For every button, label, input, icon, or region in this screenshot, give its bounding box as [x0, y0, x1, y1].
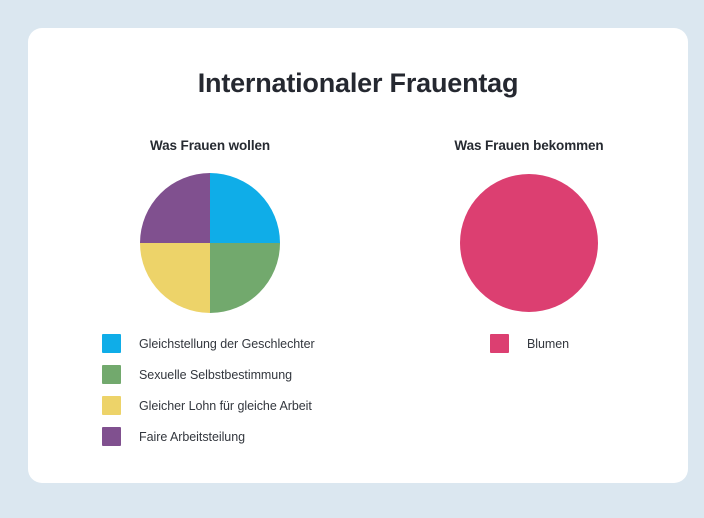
- legend-item-wollen-0[interactable]: Gleichstellung der Geschlechter: [102, 328, 315, 359]
- chart-subtitle-bekommen: Was Frauen bekommen: [454, 138, 604, 153]
- pie-chart-bekommen: [370, 170, 688, 330]
- legend-swatch-icon-wollen-1: [102, 365, 121, 384]
- legend-item-wollen-1[interactable]: Sexuelle Selbstbestimmung: [102, 359, 315, 390]
- legend-label-bekommen-0: Blumen: [527, 336, 570, 351]
- pie-slice-wollen-1: [210, 243, 280, 313]
- content-card: Internationaler Frauentag Was Frauen wol…: [28, 28, 688, 483]
- legend-item-bekommen-0[interactable]: Blumen: [490, 328, 569, 359]
- legend-swatch-icon-bekommen-0: [490, 334, 509, 353]
- legend-swatch-icon-wollen-2: [102, 396, 121, 415]
- legend-label-wollen-3: Faire Arbeitsteilung: [139, 429, 246, 444]
- legend-bekommen: Blumen: [490, 328, 569, 359]
- pie-slice-wollen-2: [140, 243, 210, 313]
- pie-chart-wollen: [50, 170, 370, 330]
- legend-label-wollen-2: Gleicher Lohn für gleiche Arbeit: [139, 398, 312, 413]
- legend-item-wollen-3[interactable]: Faire Arbeitsteilung: [102, 421, 315, 452]
- panel-was-frauen-wollen: Was Frauen wollen: [50, 138, 370, 330]
- pie-slice-wollen-3: [140, 173, 210, 243]
- pie-chart-wollen-svg: [140, 173, 280, 313]
- pie-slice-wollen-0: [210, 173, 280, 243]
- chart-subtitle-wollen: Was Frauen wollen: [149, 138, 271, 153]
- pie-slice-bekommen-0: [460, 174, 598, 312]
- legend-swatch-icon-wollen-3: [102, 427, 121, 446]
- legend-item-wollen-2[interactable]: Gleicher Lohn für gleiche Arbeit: [102, 390, 315, 421]
- page-title: Internationaler Frauentag: [197, 68, 519, 98]
- panel-was-frauen-bekommen: Was Frauen bekommen: [370, 138, 688, 330]
- legend-label-wollen-0: Gleichstellung der Geschlechter: [139, 336, 315, 351]
- legend-wollen: Gleichstellung der Geschlechter Sexuelle …: [102, 328, 315, 452]
- legend-label-wollen-1: Sexuelle Selbstbestimmung: [139, 367, 292, 382]
- legend-swatch-icon-wollen-0: [102, 334, 121, 353]
- pie-chart-bekommen-svg: [460, 174, 598, 312]
